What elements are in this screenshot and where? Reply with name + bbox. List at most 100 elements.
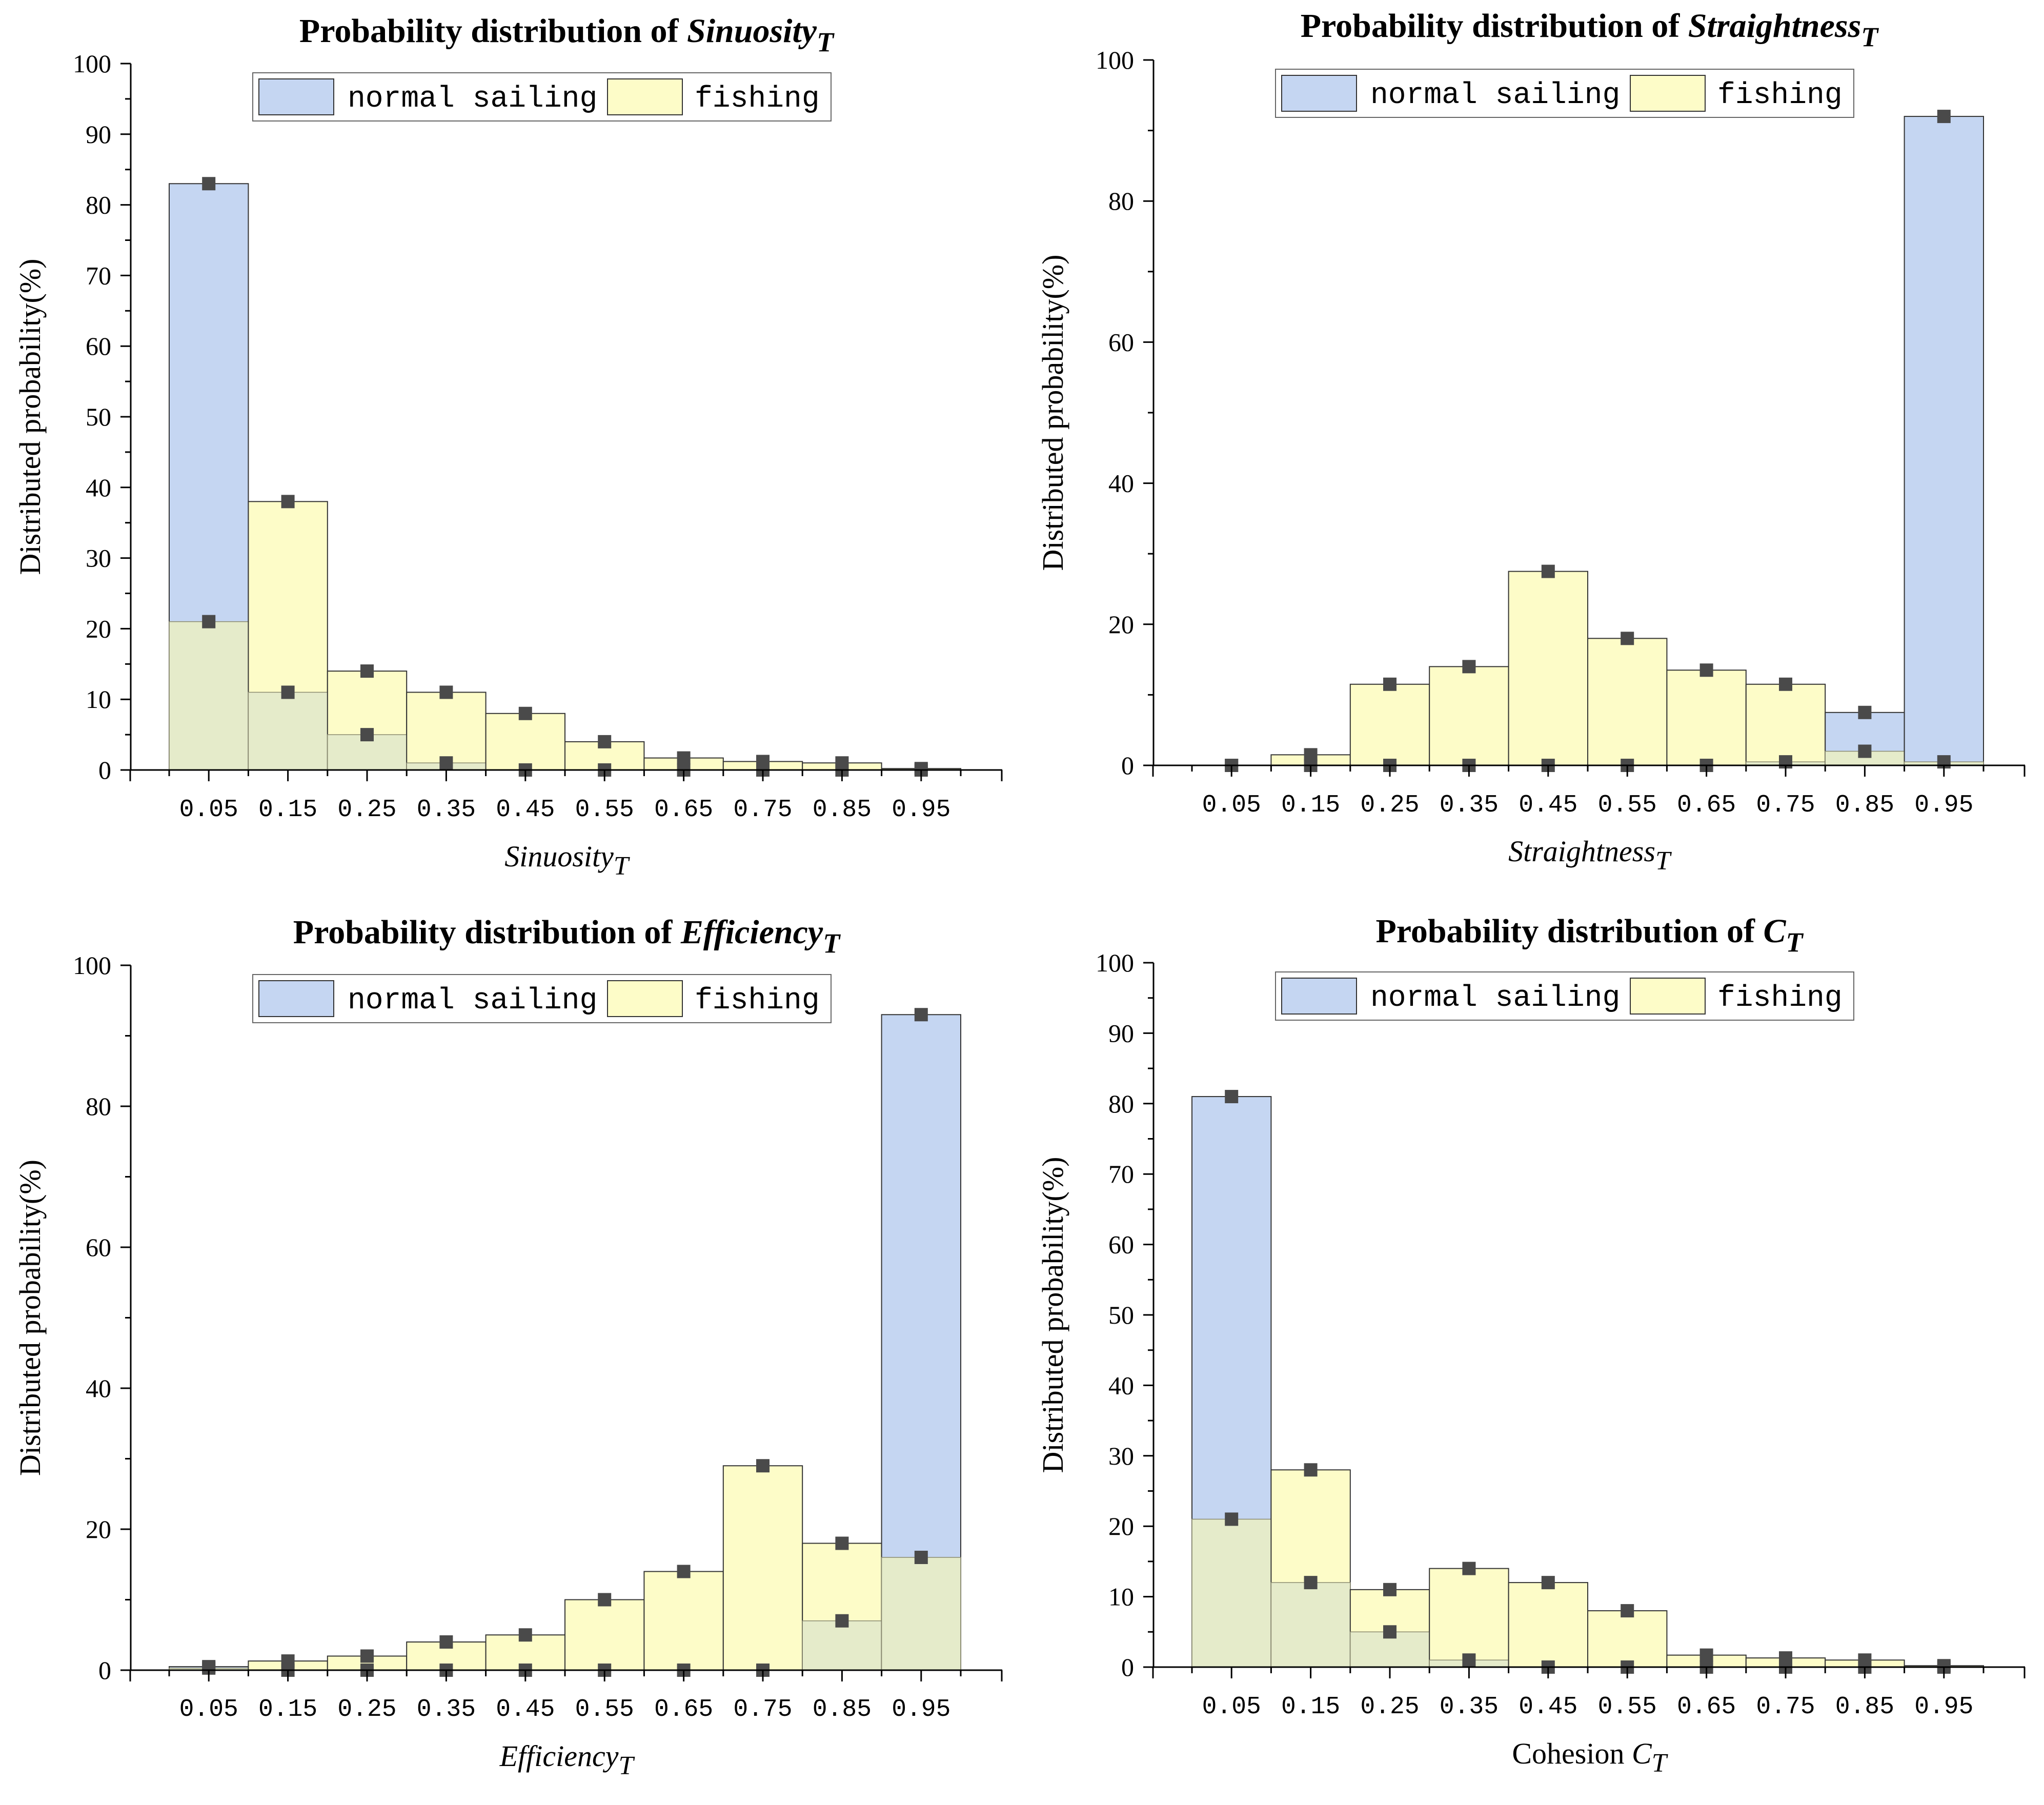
fishing-bar-5 xyxy=(1508,571,1589,766)
x-tick-label: 0.15 xyxy=(1281,792,1340,819)
normal-sailing-marker-3 xyxy=(1383,1625,1397,1639)
fishing-marker-6 xyxy=(598,1593,612,1607)
x-tick-label: 0.35 xyxy=(417,796,476,824)
normal-sailing-marker-2 xyxy=(281,685,295,699)
x-tick-label: 0.75 xyxy=(733,1696,792,1723)
chart-title: Probability distribution of Straightness… xyxy=(1301,7,1879,52)
x-tick-label: 0.25 xyxy=(337,1696,396,1723)
y-tick-label: 40 xyxy=(1108,1371,1134,1400)
fishing-bar-6 xyxy=(564,1599,645,1671)
fishing-marker-8 xyxy=(756,1459,770,1473)
legend-fishing-swatch xyxy=(607,980,683,1017)
x-tick-label: 0.15 xyxy=(258,1696,317,1723)
x-axis-label-subscript: T xyxy=(614,851,630,881)
y-tick-label: 100 xyxy=(73,951,111,980)
x-axis-label: EfficiencyT xyxy=(499,1739,635,1780)
y-tick-label: 0 xyxy=(1121,751,1134,780)
y-tick-label: 60 xyxy=(1108,1230,1134,1259)
fishing-marker-6 xyxy=(1621,632,1634,645)
y-tick-label: 40 xyxy=(86,473,111,502)
legend-normal-sailing-label: normal sailing xyxy=(348,83,597,116)
y-tick-label: 20 xyxy=(86,614,111,643)
x-tick-label: 0.35 xyxy=(1440,1693,1499,1721)
y-axis-label: Distributed probability(%) xyxy=(13,1160,47,1476)
normal-sailing-marker-4 xyxy=(439,756,453,770)
x-tick-label: 0.25 xyxy=(1360,1693,1419,1721)
y-axis-label: Distributed probability(%) xyxy=(1036,255,1069,571)
x-tick-label: 0.65 xyxy=(654,1696,713,1723)
x-tick-label: 0.15 xyxy=(258,796,317,824)
y-tick-label: 100 xyxy=(73,49,111,78)
y-tick-label: 10 xyxy=(86,685,111,714)
legend-fishing-swatch xyxy=(1630,978,1706,1015)
legend-box xyxy=(252,72,832,121)
y-tick-label: 60 xyxy=(86,332,111,360)
y-tick-label: 40 xyxy=(86,1374,111,1403)
x-tick-label: 0.75 xyxy=(1756,792,1815,819)
x-tick-label: 0.35 xyxy=(417,1696,476,1723)
y-axis-label: Distributed probability(%) xyxy=(1036,1157,1069,1473)
fishing-marker-10 xyxy=(914,1551,928,1564)
fishing-bar-8 xyxy=(1745,683,1826,766)
fishing-bar-3 xyxy=(1349,683,1430,766)
x-axis-label-variable: Efficiency xyxy=(499,1739,619,1773)
chart-title-prefix: Probability distribution of xyxy=(299,12,687,50)
y-tick-label: 60 xyxy=(1108,328,1134,356)
chart-title-subscript: T xyxy=(823,928,841,959)
y-tick-label: 20 xyxy=(1108,610,1134,639)
x-tick-label: 0.85 xyxy=(813,1696,872,1723)
legend-normal-sailing-swatch xyxy=(258,980,334,1017)
legend-fishing-label: fishing xyxy=(1717,982,1843,1015)
fishing-marker-9 xyxy=(1858,744,1872,758)
x-tick-label: 0.75 xyxy=(1756,1693,1815,1721)
fishing-marker-7 xyxy=(677,751,691,765)
fishing-bar-1 xyxy=(169,621,249,770)
normal-sailing-bar-10 xyxy=(1904,116,1985,766)
fishing-marker-7 xyxy=(1699,663,1713,677)
x-tick-label: 0.45 xyxy=(1519,1693,1577,1721)
x-tick-label: 0.65 xyxy=(1677,1693,1736,1721)
y-tick-label: 50 xyxy=(86,402,111,431)
y-tick-label: 20 xyxy=(86,1515,111,1544)
x-tick-label: 0.15 xyxy=(1281,1693,1340,1721)
normal-sailing-marker-10 xyxy=(1937,110,1951,124)
x-tick-label: 0.05 xyxy=(1202,792,1261,819)
fishing-marker-3 xyxy=(360,1649,374,1663)
x-tick-label: 0.95 xyxy=(1914,1693,1973,1721)
x-tick-label: 0.95 xyxy=(892,796,950,824)
x-axis-label: Cohesion CT xyxy=(1512,1737,1668,1778)
y-tick-label: 60 xyxy=(86,1233,111,1262)
fishing-marker-5 xyxy=(518,1628,532,1642)
fishing-marker-1 xyxy=(202,615,216,628)
y-tick-label: 30 xyxy=(86,544,111,573)
x-axis-label: SinuosityT xyxy=(504,840,630,881)
fishing-marker-3 xyxy=(1383,1583,1397,1596)
chart-title: Probability distribution of CT xyxy=(1375,912,1804,958)
y-tick-label: 10 xyxy=(1108,1583,1134,1611)
chart-panel-4: 0 10 20 30 40 50 60 70 80 90 100 0.05 0.15 0.25 0.35 0.… xyxy=(1036,912,2026,1778)
x-axis-label-prefix: Cohesion xyxy=(1512,1737,1632,1770)
chart-panel-2: 0 20 40 60 80 100 0.05 0.15 0.25 0.35 0.45 0.55 0.65… xyxy=(1036,7,2026,876)
fishing-marker-4 xyxy=(439,685,453,699)
fishing-marker-9 xyxy=(835,1536,849,1550)
x-tick-label: 0.85 xyxy=(1835,1693,1894,1721)
normal-sailing-marker-1 xyxy=(202,177,216,191)
fishing-marker-8 xyxy=(1779,1651,1792,1665)
y-tick-label: 80 xyxy=(1108,1089,1134,1118)
y-tick-label: 0 xyxy=(98,1656,111,1685)
fishing-bar-10 xyxy=(881,1557,961,1671)
normal-sailing-marker-9 xyxy=(1858,705,1872,719)
legend-fishing-label: fishing xyxy=(1717,79,1843,112)
legend: normal sailing fishing xyxy=(1275,69,1854,118)
chart-title-prefix: Probability distribution of xyxy=(293,914,681,951)
fishing-bar-4 xyxy=(1429,1568,1509,1668)
fishing-marker-1 xyxy=(1225,1512,1239,1526)
fishing-marker-8 xyxy=(1779,677,1792,691)
normal-sailing-marker-2 xyxy=(1304,1576,1318,1590)
chart-title-variable: C xyxy=(1764,912,1787,950)
chart-title-prefix: Probability distribution of xyxy=(1375,912,1763,950)
fishing-marker-4 xyxy=(439,1635,453,1649)
legend-normal-sailing-swatch xyxy=(258,78,334,115)
y-tick-label: 0 xyxy=(98,756,111,784)
